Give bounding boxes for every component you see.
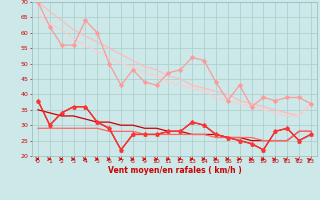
X-axis label: Vent moyen/en rafales ( km/h ): Vent moyen/en rafales ( km/h )	[108, 166, 241, 175]
